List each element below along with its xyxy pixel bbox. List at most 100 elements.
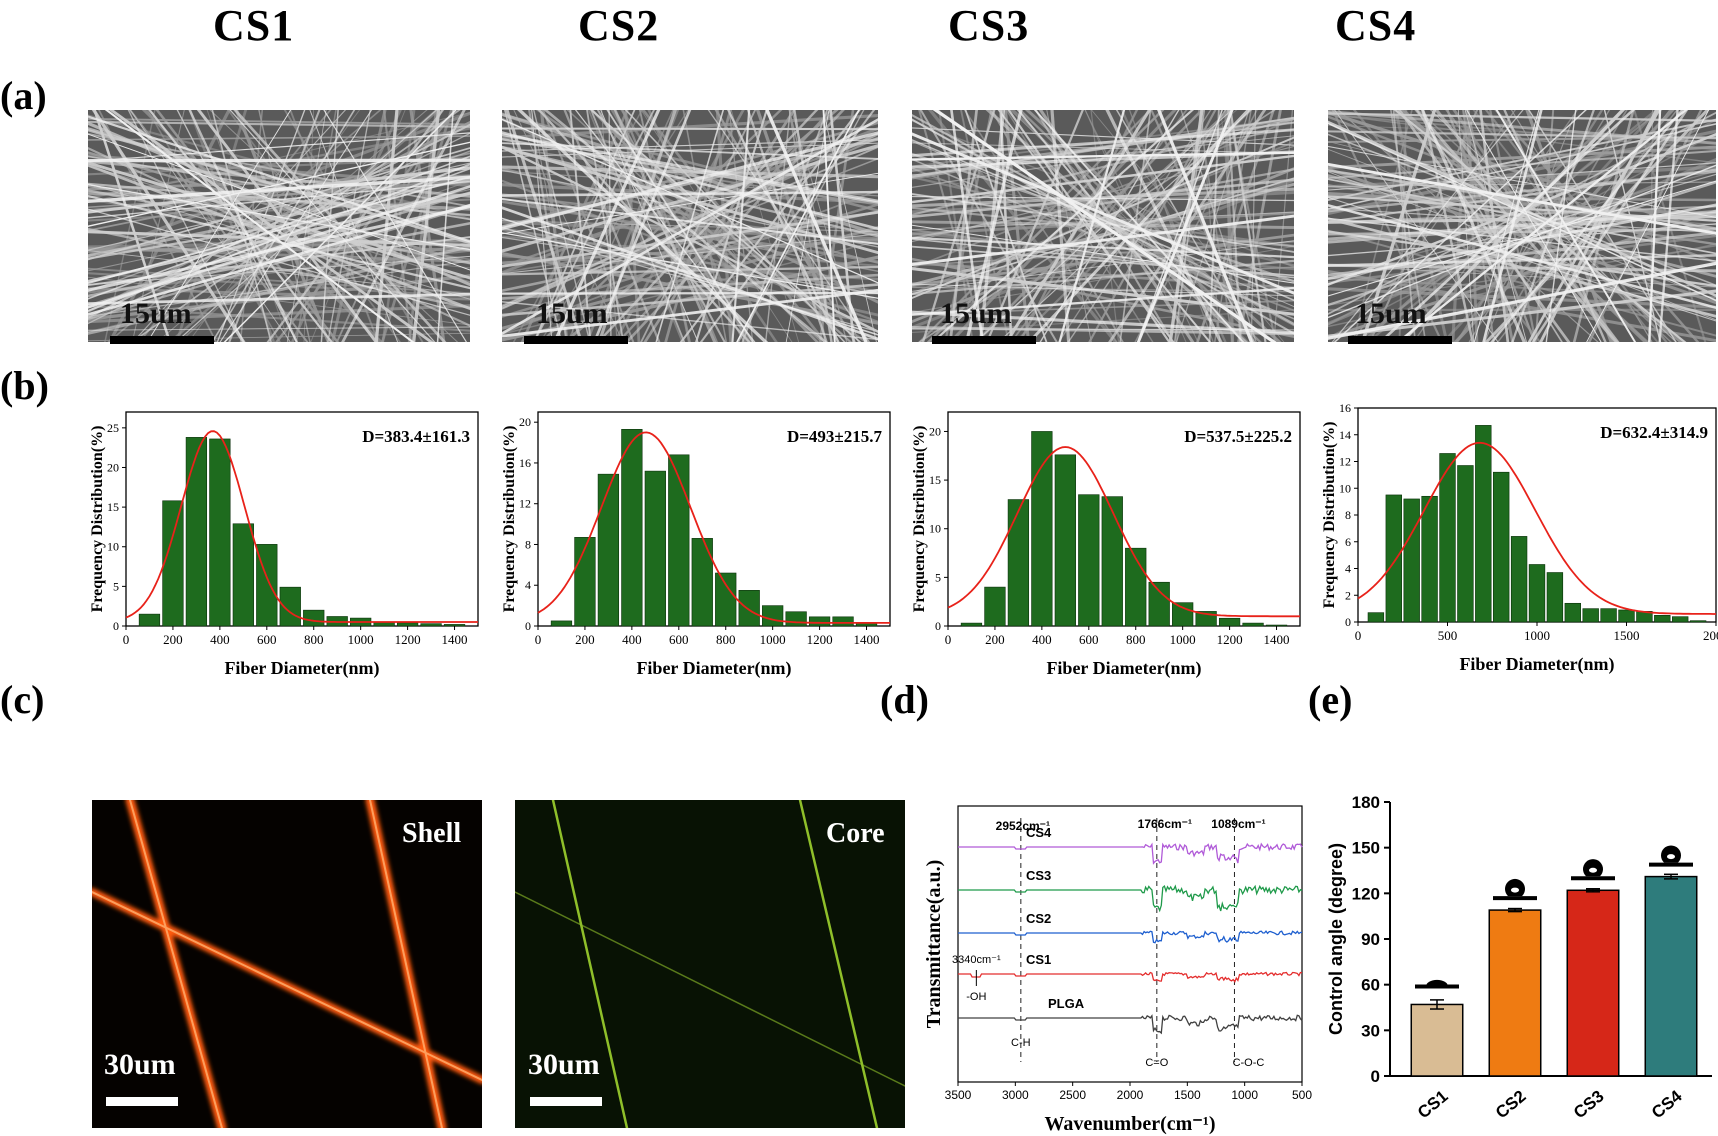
histogram-bar [1265, 624, 1288, 627]
x-tick-label: 1400 [1264, 632, 1290, 647]
droplet-icon [1583, 859, 1603, 877]
angle-bar-cs4 [1644, 875, 1698, 1077]
histogram-bar [1600, 608, 1617, 623]
histogram-cs4: 0 500 1000 1500 2000 0 2 4 6 8 10 12 14 16 D=632.4±314… [1321, 401, 1718, 675]
y-tick-label: 8 [525, 537, 531, 551]
histogram-bar [785, 611, 807, 627]
contact-angle-chart: 0 30 60 90 120 150 180 CS1 CS2 CS3 CS4 Control angl… [1326, 793, 1712, 1123]
x-tick-label: 0 [945, 632, 952, 647]
group-label-co: C=O [1145, 1057, 1168, 1069]
y-tick-label: 20 [929, 424, 941, 438]
x-tick-label: 3500 [945, 1088, 972, 1102]
histogram-bar [715, 572, 737, 627]
x-tick-label: 500 [1292, 1088, 1312, 1102]
histogram-bar [1403, 498, 1420, 623]
x-tick-label: 1000 [1231, 1088, 1258, 1102]
x-tick-label: 800 [1126, 632, 1146, 647]
y-tick-label: 4 [525, 578, 531, 592]
histogram-bar [1618, 609, 1635, 623]
histogram-bar [209, 438, 231, 627]
ftir-series-cs3 [958, 884, 1303, 913]
x-tick-label: 2000 [1117, 1088, 1144, 1102]
group-label-coc: C-O-C [1233, 1057, 1265, 1069]
y-tick-label: 0 [1345, 615, 1351, 629]
histogram-bar [303, 609, 325, 627]
peak-label-2952: 2952cm⁻¹ [996, 819, 1050, 833]
core-scale-bar [530, 1097, 602, 1106]
histogram-cs2: 0 200 400 600 800 1000 1200 1400 0 4 8 12 16 20 D=493±… [501, 411, 891, 679]
x-axis-label: Fiber Diameter(nm) [224, 658, 379, 679]
shell-label: Shell [402, 818, 462, 849]
y-tick-label: 0 [525, 619, 531, 633]
histogram-bar [691, 538, 713, 627]
histogram-bar [138, 613, 161, 627]
droplet-highlight-icon [1511, 887, 1519, 893]
x-tick-label: 3000 [1002, 1088, 1029, 1102]
histogram-bar [1564, 602, 1581, 623]
y-tick-label: 120 [1352, 884, 1380, 903]
y-tick-label: 5 [113, 579, 119, 593]
column-title-cs2: CS2 [578, 1, 660, 50]
gaussian-fit-curve [947, 446, 1300, 618]
panel-label-d: (d) [880, 677, 929, 722]
histogram-bar [1172, 602, 1194, 627]
histogram-bar [1385, 494, 1402, 623]
ftir-spectrum-chart: 3500 3000 2500 2000 1500 1000 500 CS4 CS3 CS2 CS1 P… [923, 805, 1312, 1135]
histogram-bar [1457, 465, 1474, 623]
x-tick-label: 400 [210, 632, 230, 647]
core-scale-label: 30um [528, 1048, 600, 1081]
histogram-bar [232, 523, 254, 627]
histogram-bar [1493, 471, 1510, 623]
histogram-bar [1031, 431, 1053, 627]
sem-scale-bar-cs1 [110, 336, 214, 344]
x-tick-label: 1400 [442, 632, 468, 647]
droplet-icon [1505, 878, 1525, 897]
y-tick-label: 0 [1371, 1067, 1380, 1086]
x-axis-label: Fiber Diameter(nm) [1046, 658, 1201, 679]
y-axis-label: Frequency Distribution(%) [911, 426, 928, 613]
x-tick-label: 1200 [395, 632, 421, 647]
histogram-bar [1528, 564, 1546, 623]
fluorescence-image-shell [92, 800, 482, 1128]
histogram-bar [597, 473, 620, 627]
droplet-icon [1661, 845, 1681, 863]
sem-image-cs3 [912, 110, 1294, 342]
y-tick-label: 90 [1361, 930, 1380, 949]
histogram-bar [644, 470, 666, 627]
ftir-series-cs4 [958, 842, 1303, 865]
y-tick-label: 8 [1345, 508, 1351, 522]
y-tick-label: 0 [935, 619, 941, 633]
y-tick-label: 0 [113, 619, 119, 633]
x-tick-label: 0 [123, 632, 130, 647]
oh-label: -OH [966, 991, 986, 1003]
droplet-highlight-icon [1589, 867, 1597, 873]
category-label: CS2 [1492, 1087, 1530, 1123]
histogram-bar [1101, 496, 1123, 627]
y-tick-label: 6 [1345, 535, 1351, 549]
y-tick-label: 10 [929, 522, 941, 536]
y-tick-label: 15 [929, 473, 941, 487]
histogram-bar [1078, 494, 1100, 627]
histogram-bar [1672, 616, 1689, 623]
sem-scale-label-cs4: 15um [1355, 297, 1427, 330]
x-tick-label: 600 [1079, 632, 1099, 647]
histogram-bar [162, 500, 184, 627]
core-label: Core [826, 818, 885, 849]
x-tick-label: 1000 [1170, 632, 1196, 647]
histogram-bar [1218, 617, 1241, 627]
y-axis-label: Frequency Distribution(%) [89, 426, 106, 613]
sem-scale-bar-cs3 [932, 336, 1036, 344]
column-title-cs1: CS1 [213, 1, 295, 50]
y-axis-label: Transmittance(a.u.) [923, 860, 945, 1029]
histogram-bar [1654, 615, 1671, 623]
x-tick-label: 800 [304, 632, 324, 647]
sem-scale-bar-cs2 [524, 336, 628, 344]
y-tick-label: 20 [519, 415, 531, 429]
x-tick-label: 500 [1438, 628, 1458, 643]
histogram-bar [762, 605, 784, 627]
angle-bar-cs1 [1410, 1003, 1464, 1077]
histogram-bar [960, 622, 983, 627]
y-tick-label: 180 [1352, 793, 1380, 812]
oh-peak-label: 3340cm⁻¹ [952, 954, 1001, 966]
y-tick-label: 60 [1361, 976, 1380, 995]
